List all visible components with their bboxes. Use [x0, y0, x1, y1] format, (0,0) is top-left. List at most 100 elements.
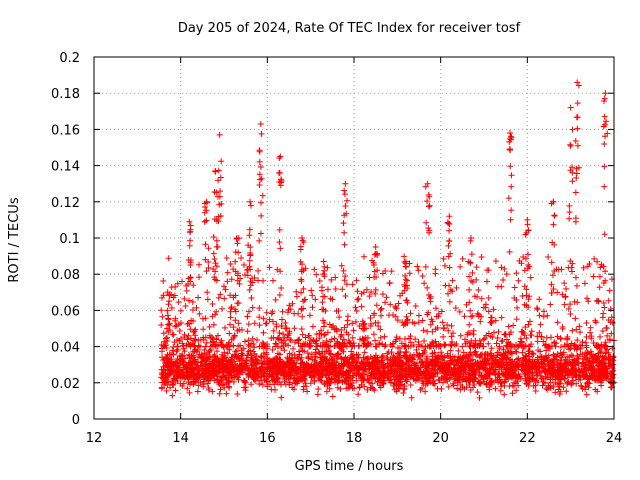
data-point	[199, 315, 206, 322]
data-point	[379, 291, 386, 298]
data-point	[368, 289, 375, 296]
data-point	[573, 174, 580, 181]
data-point	[238, 326, 245, 333]
data-point	[569, 178, 576, 185]
data-point	[284, 360, 291, 367]
data-point	[561, 280, 568, 287]
data-point	[200, 374, 207, 381]
data-point	[387, 370, 394, 377]
data-point	[356, 323, 363, 330]
data-point	[343, 357, 350, 364]
data-point	[573, 326, 580, 333]
data-point	[303, 383, 310, 390]
y-tick-labels: 0 0.02 0.04 0.06 0.08 0.1 0.12 0.14 0.16 0.18 0.2	[51, 51, 80, 428]
data-point	[572, 215, 579, 222]
data-point	[278, 381, 285, 388]
data-point	[257, 163, 264, 170]
data-point	[598, 360, 605, 367]
x-tick-label: 18	[346, 431, 363, 446]
data-point	[565, 305, 572, 312]
data-point	[552, 389, 559, 396]
data-point	[261, 377, 268, 384]
data-point	[525, 321, 532, 328]
data-point	[244, 272, 251, 279]
data-point	[512, 372, 519, 379]
data-point	[227, 357, 234, 364]
data-point	[179, 340, 186, 347]
data-point	[537, 321, 544, 328]
data-point	[250, 341, 257, 348]
data-point	[552, 353, 559, 360]
data-point	[514, 356, 521, 363]
data-point	[603, 324, 610, 331]
data-point	[415, 319, 422, 326]
data-point	[557, 388, 564, 395]
data-point	[450, 382, 457, 389]
data-point	[597, 349, 604, 356]
data-point	[298, 325, 305, 332]
data-point	[257, 176, 264, 183]
data-point	[321, 332, 328, 339]
data-point	[585, 298, 592, 305]
data-point	[205, 364, 212, 371]
data-point	[476, 379, 483, 386]
data-point	[394, 361, 401, 368]
data-point	[420, 327, 427, 334]
data-point	[446, 227, 453, 234]
data-point	[500, 370, 507, 377]
data-point	[228, 276, 235, 283]
data-point	[232, 317, 239, 324]
data-point	[172, 315, 179, 322]
data-point	[392, 373, 399, 380]
data-point	[202, 256, 209, 263]
data-point	[515, 277, 522, 284]
data-point	[256, 359, 263, 366]
data-point	[522, 231, 529, 238]
data-point	[338, 262, 345, 269]
data-point	[244, 328, 251, 335]
chart-title: Day 205 of 2024, Rate Of TEC Index for r…	[178, 21, 521, 36]
data-point	[269, 318, 276, 325]
data-point	[548, 334, 555, 341]
data-point	[236, 280, 243, 287]
data-point	[185, 351, 192, 358]
data-point	[554, 362, 561, 369]
data-point	[601, 363, 608, 370]
data-point	[381, 363, 388, 370]
data-point	[515, 362, 522, 369]
data-point	[451, 369, 458, 376]
data-point	[292, 380, 299, 387]
data-point	[166, 292, 173, 299]
data-point	[170, 382, 177, 389]
data-point	[412, 302, 419, 309]
data-point	[245, 337, 252, 344]
data-point	[480, 362, 487, 369]
data-point	[276, 330, 283, 337]
data-point	[556, 376, 563, 383]
data-point	[528, 370, 535, 377]
data-point	[306, 343, 313, 350]
data-point	[196, 310, 203, 317]
data-point	[355, 351, 362, 358]
data-point	[201, 346, 208, 353]
data-point	[572, 368, 579, 375]
data-point	[165, 301, 172, 308]
data-point	[569, 327, 576, 334]
data-point	[568, 381, 575, 388]
data-point	[488, 363, 495, 370]
data-point	[424, 359, 431, 366]
data-point	[468, 251, 475, 258]
data-point	[187, 358, 194, 365]
data-point	[230, 266, 237, 273]
data-point	[457, 386, 464, 393]
data-point	[179, 382, 186, 389]
data-point	[185, 275, 192, 282]
data-point	[429, 350, 436, 357]
data-point	[174, 280, 181, 287]
data-point	[609, 319, 616, 326]
data-point	[243, 354, 250, 361]
data-point	[359, 374, 366, 381]
data-point	[554, 333, 561, 340]
data-point	[312, 354, 319, 361]
data-point	[254, 337, 261, 344]
